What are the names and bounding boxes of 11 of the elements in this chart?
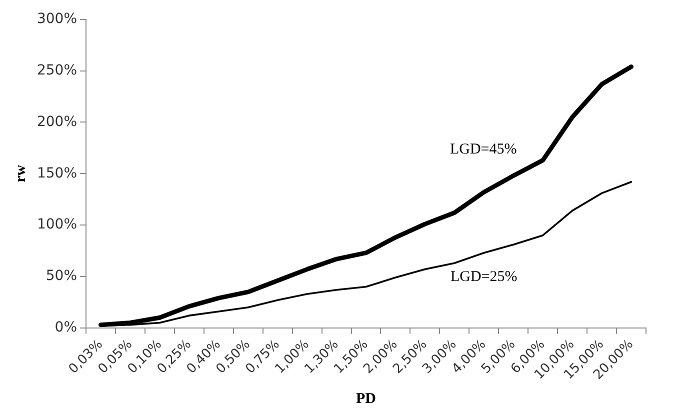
- y-axis-title: rw: [12, 164, 29, 182]
- y-tick-label: 150%: [36, 165, 78, 182]
- y-tick-label: 100%: [36, 216, 78, 233]
- y-tick-label: 50%: [46, 268, 78, 284]
- series-label: LGD=45%: [450, 142, 517, 158]
- y-tick-label: 200%: [36, 114, 78, 130]
- y-tick-label: 250%: [36, 62, 78, 78]
- series-label: LGD=25%: [450, 268, 518, 285]
- y-tick-label: 0%: [54, 320, 78, 336]
- x-axis-title: PD: [356, 390, 376, 407]
- y-tick-label: 300%: [36, 11, 78, 28]
